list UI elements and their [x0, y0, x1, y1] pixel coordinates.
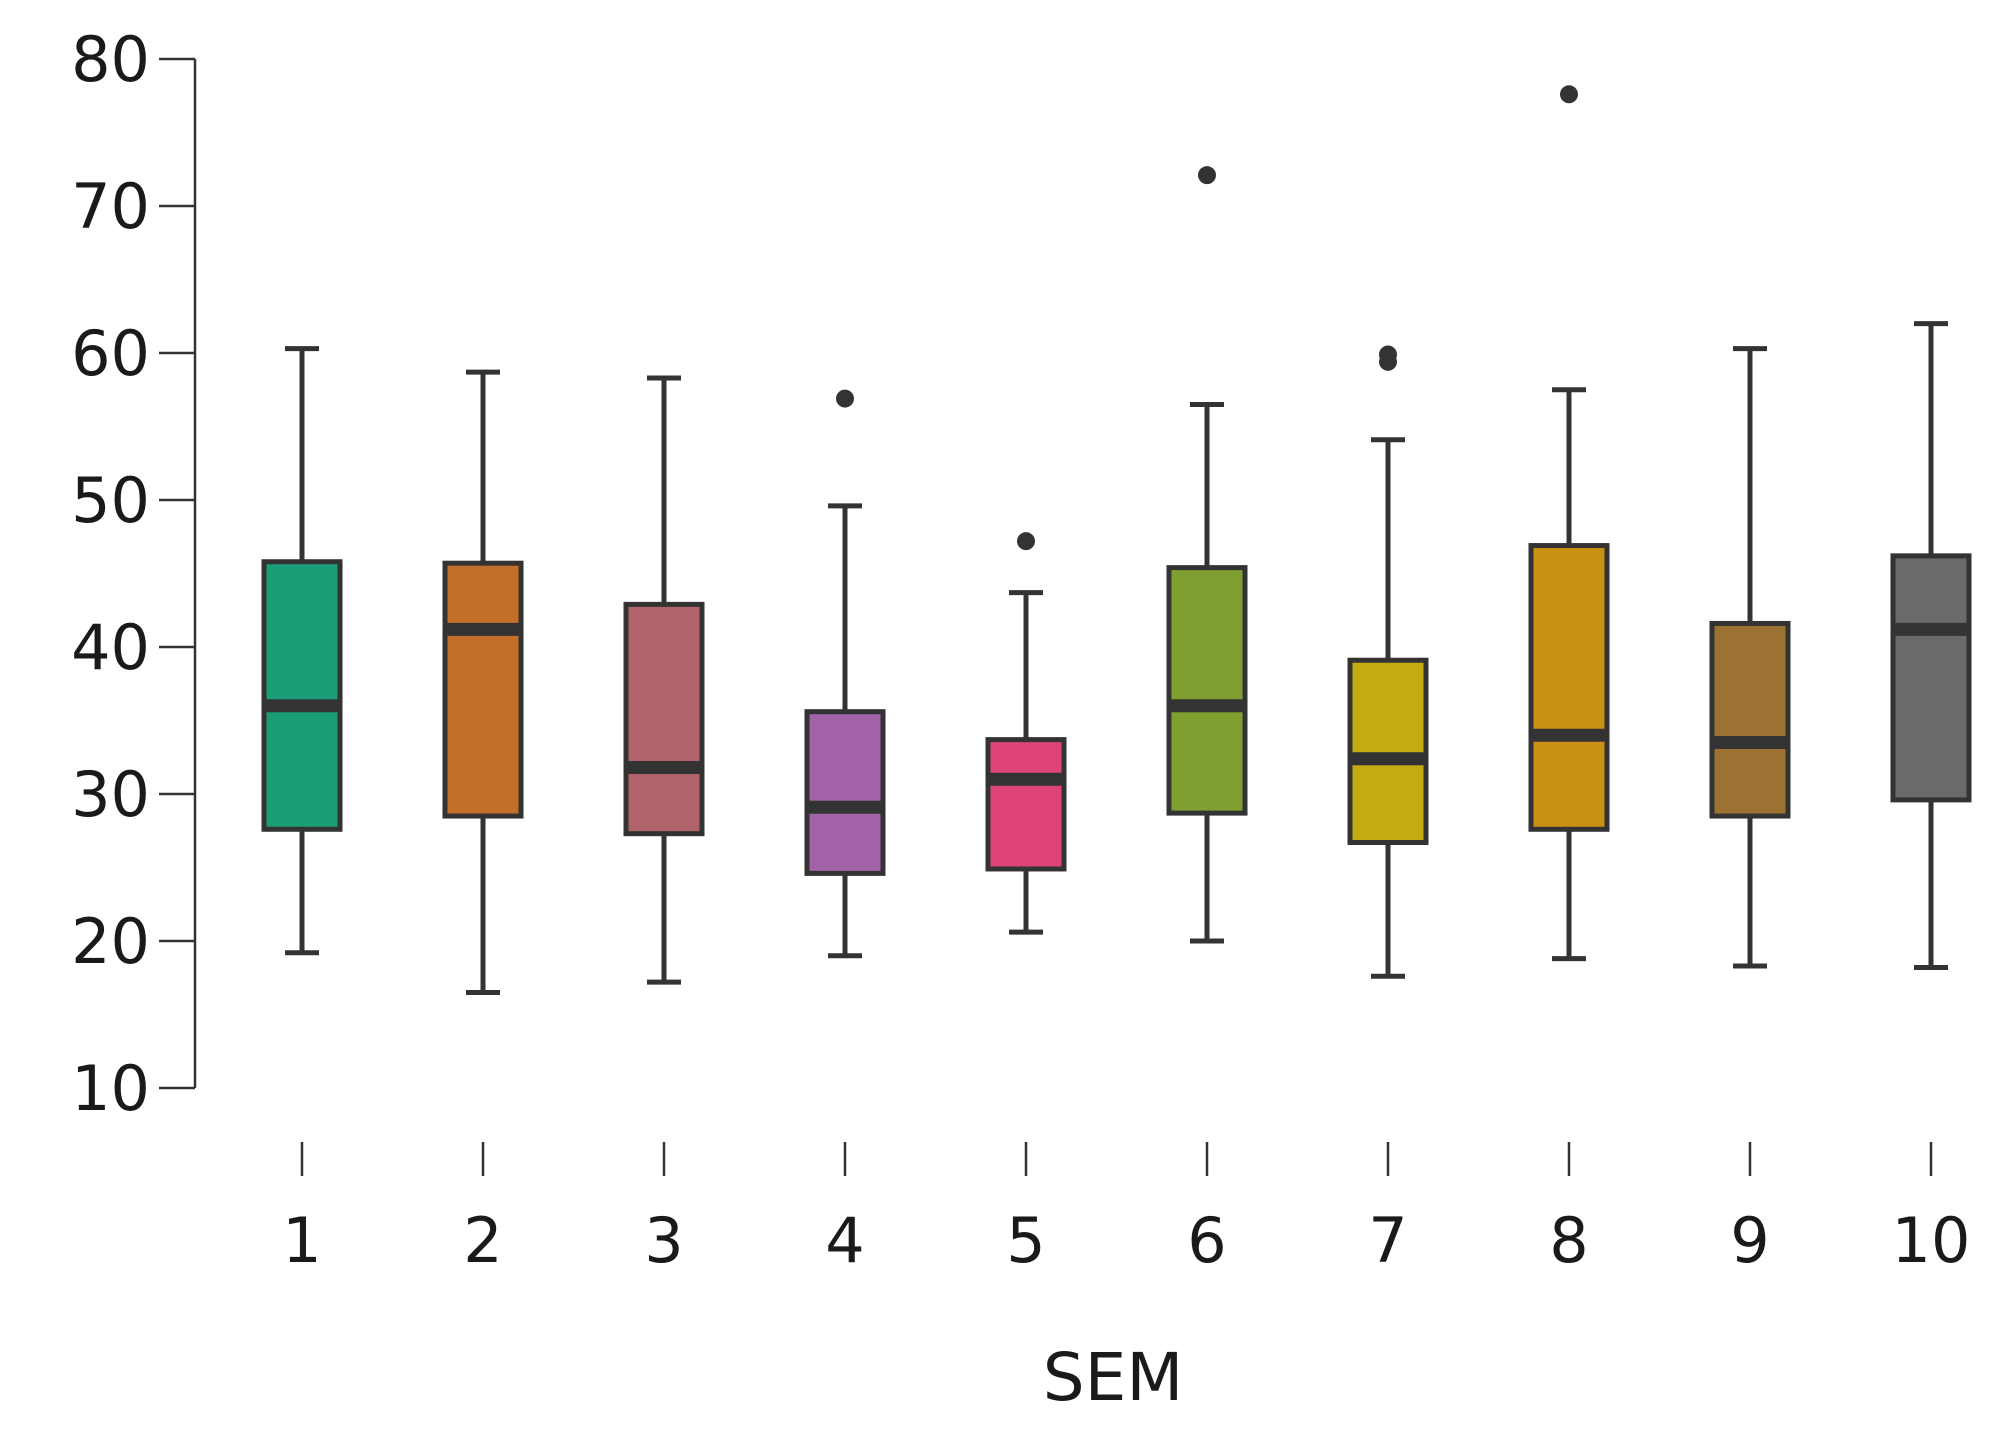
box-iqr: [1709, 620, 1791, 819]
box-iqr: [1890, 553, 1972, 803]
y-tick-label: 30: [71, 758, 150, 831]
y-tick-label: 60: [71, 317, 150, 390]
y-tick-label: 40: [71, 611, 150, 684]
y-tick-label: 70: [71, 170, 150, 243]
box-iqr: [442, 560, 524, 819]
y-tick-label: 80: [71, 23, 150, 96]
box-group-5: [985, 532, 1067, 935]
box-iqr: [261, 559, 343, 832]
box-series: [261, 85, 1972, 995]
x-tick-label: 7: [1368, 1204, 1407, 1277]
box-iqr: [804, 709, 886, 876]
y-tick-label: 50: [71, 464, 150, 537]
outlier-point: [836, 389, 854, 408]
box-group-6: [1166, 166, 1248, 944]
box-iqr: [623, 601, 705, 837]
outlier-point: [1198, 166, 1216, 185]
x-tick-label: 6: [1187, 1204, 1226, 1277]
box-group-9: [1709, 346, 1791, 969]
box-iqr: [985, 737, 1067, 872]
y-axis: 10 20 30 40 50 60 70 80: [71, 23, 197, 1125]
box-iqr: [1347, 657, 1429, 846]
x-axis: 1 2 3 4 5 6 7 8 9 10: [282, 1142, 1970, 1277]
x-tick-label: 2: [463, 1204, 502, 1277]
x-tick-label: 9: [1730, 1204, 1769, 1277]
x-tick-label: 5: [1006, 1204, 1045, 1277]
outlier-point: [1560, 85, 1578, 104]
x-tick-label: 3: [644, 1204, 683, 1277]
box-group-8: [1528, 85, 1610, 962]
box-group-7: [1347, 345, 1429, 979]
outlier-point: [1017, 532, 1035, 551]
box-group-2: [442, 369, 524, 995]
x-tick-label: 8: [1549, 1204, 1588, 1277]
box-group-1: [261, 346, 343, 956]
y-tick-label: 10: [71, 1052, 150, 1125]
box-group-4: [804, 389, 886, 959]
x-tick-label: 1: [282, 1204, 321, 1277]
box-group-10: [1890, 321, 1972, 970]
x-tick-label: 4: [825, 1204, 864, 1277]
box-iqr: [1528, 543, 1610, 832]
x-tick-label: 10: [1892, 1204, 1971, 1277]
x-axis-title: SEM: [1043, 1339, 1184, 1416]
box-group-3: [623, 375, 705, 985]
box-iqr: [1166, 565, 1248, 816]
outlier-point: [1379, 345, 1397, 364]
y-tick-label: 20: [71, 905, 150, 978]
